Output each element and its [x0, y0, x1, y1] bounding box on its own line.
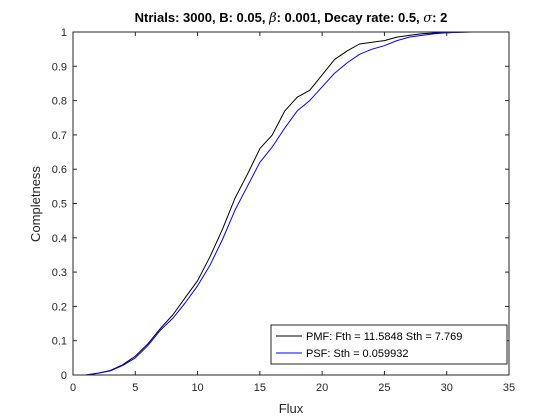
- y-tick-label: 0.8: [52, 96, 67, 108]
- title-part-1: Ntrials: 3000, B: 0.05,: [135, 10, 269, 25]
- x-tick-label: 30: [441, 382, 453, 394]
- y-axis-label: Completness: [28, 166, 43, 242]
- legend: PMF: Fth = 11.5848 Sth = 7.769 PSF: Sth …: [270, 324, 508, 365]
- y-tick-label: 0.4: [52, 233, 67, 245]
- y-tick-label: 0.9: [52, 61, 67, 73]
- x-tick-label: 25: [378, 382, 390, 394]
- y-tick-label: 0.2: [52, 301, 67, 313]
- title-sigma-symbol: σ: [423, 11, 433, 26]
- x-tick-label: 5: [132, 382, 138, 394]
- title-part-3: : 2: [432, 10, 447, 25]
- title-part-2: : 0.001, Decay rate: 0.5,: [277, 10, 424, 25]
- series-layer: [85, 31, 472, 376]
- x-tick-label: 0: [70, 382, 76, 394]
- series-line-pmf: [85, 31, 472, 376]
- x-tick-label: 15: [254, 382, 266, 394]
- y-tick-label: 0.5: [52, 199, 67, 211]
- x-tick-label: 20: [316, 382, 328, 394]
- y-tick-label: 0.3: [52, 267, 67, 279]
- y-tick-label: 0.6: [52, 164, 67, 176]
- legend-entry-psf: PSF: Sth = 0.059932: [306, 348, 408, 360]
- y-tick-label: 0.7: [52, 130, 67, 142]
- x-tick-label: 35: [503, 382, 515, 394]
- x-axis-label: Flux: [279, 401, 304, 416]
- x-axis-ticks: 0 5 10 15 20 25 30 35: [70, 32, 515, 394]
- chart-title: Ntrials: 3000, B: 0.05, β: 0.001, Decay …: [135, 10, 448, 26]
- y-axis-ticks: 0 0.1 0.2 0.3 0.4 0.5 0.6 0.7 0.8 0.9 1: [52, 27, 509, 382]
- x-tick-label: 10: [191, 382, 203, 394]
- y-tick-label: 0.1: [52, 336, 67, 348]
- series-line-psf: [85, 31, 472, 376]
- plot-area: [73, 32, 509, 375]
- y-tick-label: 1: [61, 27, 67, 39]
- legend-entry-pmf: PMF: Fth = 11.5848 Sth = 7.769: [306, 331, 462, 343]
- legend-box: [270, 324, 508, 365]
- title-beta-symbol: β: [268, 11, 277, 26]
- y-tick-label: 0: [61, 370, 67, 382]
